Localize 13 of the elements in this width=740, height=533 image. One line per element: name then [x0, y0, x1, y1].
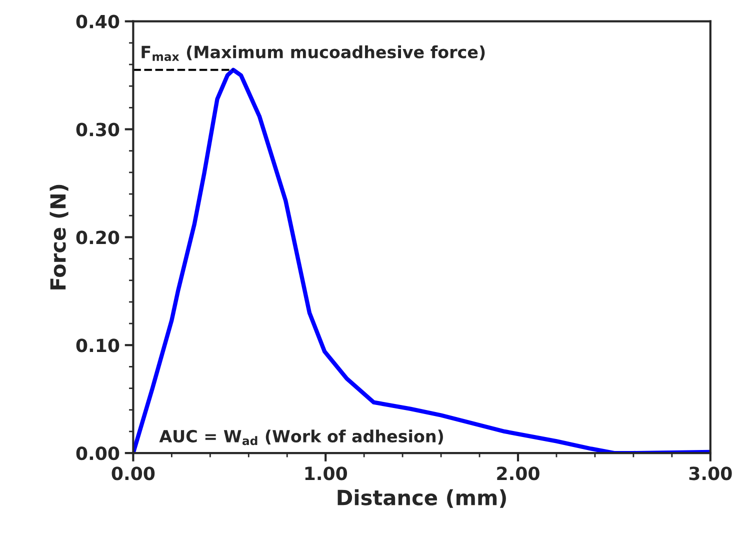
y-tick-label: 0.40 — [76, 14, 120, 28]
x-tick-label: 2.00 — [497, 466, 540, 480]
x-tick-label: 3.00 — [689, 466, 732, 480]
y-axis-title: Force (N) — [50, 184, 68, 290]
y-tick-label: 0.30 — [76, 122, 120, 136]
x-tick-label: 0.00 — [112, 466, 155, 480]
y-tick-label: 0.20 — [76, 230, 120, 244]
x-axis-title: Distance (mm) — [338, 489, 506, 508]
x-tick-label: 1.00 — [305, 466, 348, 480]
y-tick-label: 0.00 — [76, 446, 120, 460]
y-tick-label: 0.10 — [76, 338, 120, 352]
annotation: F$_{max}$ (Maximum mucoadhesive force) — [142, 45, 485, 61]
annotation: AUC = W$_{ad}$ (Work of adhesion) — [159, 430, 443, 446]
